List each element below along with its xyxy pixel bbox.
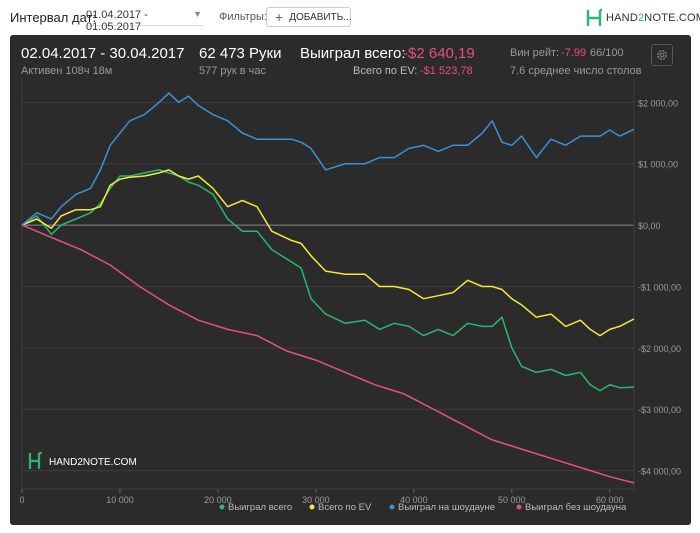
- legend-label: Выиграл без шоудауна: [525, 502, 627, 513]
- x-tick-label: 10 000: [106, 495, 134, 505]
- watermark-text: HAND2NOTE.COM: [49, 457, 137, 468]
- x-tick-label: 60 000: [596, 495, 624, 505]
- hands-count: 62 473 Руки: [199, 45, 282, 62]
- watermark: HAND2NOTE.COM: [28, 451, 137, 469]
- add-filter-button[interactable]: + ДОБАВИТЬ...: [266, 7, 352, 27]
- winrate-extra: 66/100: [590, 47, 624, 59]
- series-line-showdown[interactable]: [21, 92, 635, 226]
- y-tick-label: -$4 000,00: [638, 467, 681, 477]
- graph-panel: 02.04.2017 - 30.04.2017 Активен 108ч 18м…: [10, 35, 691, 525]
- legend-marker: [219, 504, 225, 510]
- winrate-value: -7.99: [561, 47, 587, 59]
- watermark-logo-icon: [28, 451, 42, 469]
- date-range-label: Интервал дат:: [10, 10, 97, 25]
- y-axis: $2 000,00 $1 000,00 $0,00 -$1 000,00 -$2 000…: [638, 98, 681, 476]
- legend-marker: [516, 504, 522, 510]
- grid-layer: [21, 79, 635, 490]
- legend-item[interactable]: Выиграл на шоудауне: [389, 502, 496, 513]
- active-time: Активен 108ч 18м: [21, 65, 113, 77]
- won-total-value: -$2 640,19: [403, 45, 475, 62]
- y-tick-label: $1 000,00: [638, 160, 678, 170]
- period-text: 02.04.2017 - 30.04.2017: [21, 45, 185, 62]
- ev-total-value: -$1 523,78: [420, 65, 473, 77]
- x-axis: 0 10 000 20 000 30 000 40 000 50 000 60 000: [19, 489, 624, 505]
- legend-label: Выиграл на шоудауне: [398, 502, 495, 513]
- x-tick-label: 20 000: [204, 495, 232, 505]
- y-tick-label: -$2 000,00: [638, 344, 681, 354]
- plus-icon: +: [275, 9, 284, 25]
- date-range-select[interactable]: 01.04.2017 - 01.05.2017 ▼: [86, 9, 204, 33]
- y-tick-label: $2 000,00: [638, 98, 678, 108]
- legend-marker: [389, 504, 395, 510]
- date-range-value: 01.04.2017 - 01.05.2017: [86, 9, 148, 33]
- legend: Выиграл всего Всего по EV Выиграл на шоуда…: [219, 502, 628, 513]
- series-layer: [21, 92, 635, 484]
- y-tick-label: $0,00: [638, 221, 661, 231]
- ev-total-label: Всего по EV:: [353, 65, 418, 77]
- legend-label: Выиграл всего: [228, 502, 292, 513]
- x-tick-label: 50 000: [498, 495, 526, 505]
- gear-icon: [657, 50, 667, 60]
- series-line-ev[interactable]: [21, 169, 635, 337]
- avg-tables: 7.6 среднее число столов: [510, 65, 642, 77]
- winrate-label: Вин рейт:: [510, 47, 560, 59]
- settings-button[interactable]: [651, 44, 673, 66]
- y-tick-label: -$3 000,00: [638, 405, 681, 415]
- series-line-won[interactable]: [21, 169, 635, 392]
- logo-text: HAND2NOTE.COM: [606, 12, 700, 24]
- legend-item[interactable]: Всего по EV: [309, 502, 372, 513]
- toolbar: Интервал дат: 01.04.2017 - 01.05.2017 ▼ …: [0, 0, 700, 34]
- legend-marker: [309, 504, 315, 510]
- x-tick-label: 30 000: [302, 495, 330, 505]
- x-tick-label: 0: [19, 495, 24, 505]
- won-total-label: Выиграл всего:: [300, 45, 406, 62]
- legend-item[interactable]: Выиграл без шоудауна: [516, 502, 628, 513]
- legend-item[interactable]: Выиграл всего: [219, 502, 293, 513]
- logo-icon: [586, 8, 602, 26]
- chevron-down-icon: ▼: [193, 9, 202, 19]
- legend-label: Всего по EV: [318, 502, 372, 513]
- y-tick-label: -$1 000,00: [638, 282, 681, 292]
- x-tick-label: 40 000: [400, 495, 428, 505]
- filters-label: Фильтры:: [219, 11, 267, 23]
- winnings-chart[interactable]: $2 000,00 $1 000,00 $0,00 -$1 000,00 -$2 000…: [10, 35, 691, 525]
- add-filter-label: ДОБАВИТЬ...: [289, 11, 352, 23]
- hands-per-hour: 577 рук в час: [199, 65, 267, 77]
- brand-logo[interactable]: HAND2NOTE.COM: [586, 7, 700, 29]
- series-line-no-showdown[interactable]: [21, 224, 635, 484]
